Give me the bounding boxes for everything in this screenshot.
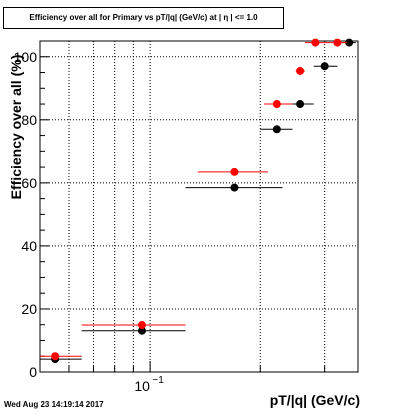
x-tick-label-exponent: −1 xyxy=(152,375,164,386)
data-point xyxy=(296,100,305,109)
x-tick-label: 10 xyxy=(134,378,150,394)
x-axis-label: pT/|q| (GeV/c) xyxy=(270,392,360,408)
tick-labels: 0 20 40 60 80 100 10 −1 xyxy=(14,49,165,394)
data-point xyxy=(230,183,239,192)
data-point xyxy=(137,326,146,335)
series-red xyxy=(40,38,347,361)
data-point xyxy=(296,66,305,75)
data-point xyxy=(272,100,281,109)
chart-title: Efficiency over all for Primary vs pT/|q… xyxy=(3,7,284,29)
data-point xyxy=(137,321,146,330)
data-point xyxy=(51,352,60,361)
y-tick-label: 100 xyxy=(14,49,38,65)
y-tick-label: 40 xyxy=(21,238,37,254)
y-tick-label: 0 xyxy=(29,364,37,380)
series-black xyxy=(40,38,356,364)
y-tick-label: 60 xyxy=(21,175,37,191)
timestamp: Wed Aug 23 14:19:14 2017 xyxy=(4,400,104,409)
data-point xyxy=(272,125,281,134)
data-point xyxy=(333,38,342,47)
axis-ticks xyxy=(40,40,326,373)
data-point xyxy=(311,38,320,47)
plot-frame xyxy=(39,40,359,373)
data-point xyxy=(230,167,239,176)
y-axis-label: Efficiency over all (%) xyxy=(8,55,24,200)
y-tick-label: 20 xyxy=(21,301,37,317)
y-tick-label: 80 xyxy=(21,112,37,128)
grid-lines xyxy=(40,41,358,372)
data-series xyxy=(40,38,356,364)
data-point xyxy=(345,38,354,47)
data-point xyxy=(320,62,329,71)
